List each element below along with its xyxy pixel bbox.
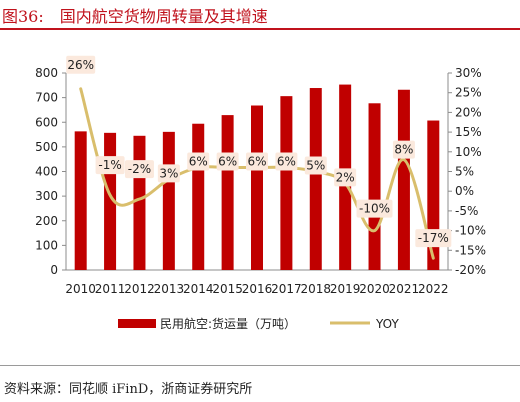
yoy-label-bg: [334, 168, 357, 187]
x-tick-label: 2016: [242, 282, 273, 296]
source-note: 资料来源：同花顺 iFinD，浙商证券研究所: [4, 382, 253, 397]
right-tick-label: -5%: [455, 204, 478, 218]
legend-bar-swatch: [118, 319, 156, 328]
yoy-label-bg: [392, 140, 415, 159]
right-tick-label: 5%: [455, 165, 474, 179]
bar-2012: [133, 135, 146, 270]
right-tick-label: 30%: [455, 66, 482, 80]
left-tick-label: 600: [35, 115, 58, 129]
figure-title-text: 国内航空货物周转量及其增速: [59, 7, 268, 26]
figure-title: 图36: 国内航空货物周转量及其增速: [2, 3, 268, 27]
yoy-label-2020: -10%: [359, 202, 390, 216]
right-tick-label: 10%: [455, 145, 482, 159]
yoy-label-2017: 6%: [277, 155, 296, 169]
yoy-label-bg: [304, 156, 327, 175]
yoy-label-bg: [157, 164, 180, 183]
yoy-label-bg: [356, 199, 393, 218]
x-tick-label: 2022: [418, 282, 449, 296]
x-tick-label: 2021: [389, 282, 420, 296]
x-tick-label: 2010: [65, 282, 96, 296]
yoy-label-2011: -1%: [98, 158, 121, 172]
right-tick-label: 15%: [455, 125, 482, 139]
yoy-label-2019: 2%: [336, 170, 355, 184]
yoy-label-2014: 6%: [189, 155, 208, 169]
x-tick-label: 2011: [95, 282, 126, 296]
title-rule: [0, 28, 520, 30]
yoy-label-bg: [187, 152, 210, 171]
yoy-label-2012: -2%: [128, 162, 151, 176]
x-tick-label: 2019: [330, 282, 361, 296]
x-tick-label: 2014: [183, 282, 214, 296]
left-tick-label: 100: [35, 238, 58, 252]
yoy-label-bg: [216, 152, 239, 171]
x-tick-label: 2013: [154, 282, 185, 296]
bar-2016: [251, 105, 263, 270]
legend-bar-label: 民用航空:货运量（万吨）: [160, 316, 296, 331]
bar-2015: [221, 115, 234, 270]
left-tick-label: 800: [35, 66, 58, 80]
bar-2010: [74, 131, 87, 270]
yoy-label-2018: 5%: [306, 159, 325, 173]
yoy-label-bg: [95, 156, 125, 175]
yoy-label-2021: 8%: [394, 143, 413, 157]
figure-number: 图36:: [2, 7, 44, 26]
yoy-label-2016: 6%: [247, 155, 266, 169]
bar-2020: [368, 103, 381, 270]
x-tick-label: 2012: [124, 282, 155, 296]
right-tick-label: 20%: [455, 105, 482, 119]
bar-2021: [397, 89, 410, 270]
x-tick-label: 2015: [212, 282, 243, 296]
right-tick-label: -10%: [455, 224, 486, 238]
right-tick-label: 0%: [455, 184, 474, 198]
yoy-label-2015: 6%: [218, 155, 237, 169]
yoy-label-bg: [275, 152, 298, 171]
yoy-label-bg: [66, 55, 96, 74]
bar-2014: [192, 123, 205, 270]
right-tick-label: -20%: [455, 263, 486, 277]
x-tick-label: 2020: [359, 282, 390, 296]
yoy-label-2010: 26%: [67, 58, 94, 72]
yoy-label-2022: -17%: [418, 231, 449, 245]
right-tick-label: 25%: [455, 86, 482, 100]
yoy-label-bg: [124, 160, 154, 179]
yoy-label-bg: [246, 152, 268, 171]
yoy-label-2013: 3%: [159, 166, 178, 180]
right-tick-label: -15%: [455, 243, 486, 257]
footer-rule: [0, 365, 520, 366]
bar-2013: [162, 131, 175, 270]
left-tick-label: 0: [50, 263, 58, 277]
left-tick-label: 700: [35, 91, 58, 105]
left-tick-label: 200: [35, 214, 58, 228]
legend-line-label: YOY: [375, 317, 399, 331]
chart: 0 100 200 300 400 500 600 700 800 -20% -15% -10% -5%…: [35, 55, 486, 331]
yoy-label-bg: [415, 229, 452, 248]
left-tick-label: 400: [35, 165, 58, 179]
left-tick-label: 300: [35, 189, 58, 203]
bar-2018: [309, 88, 322, 270]
bar-2017: [280, 96, 293, 271]
x-tick-label: 2017: [271, 282, 302, 296]
x-tick-label: 2018: [300, 282, 331, 296]
left-tick-label: 500: [35, 140, 58, 154]
